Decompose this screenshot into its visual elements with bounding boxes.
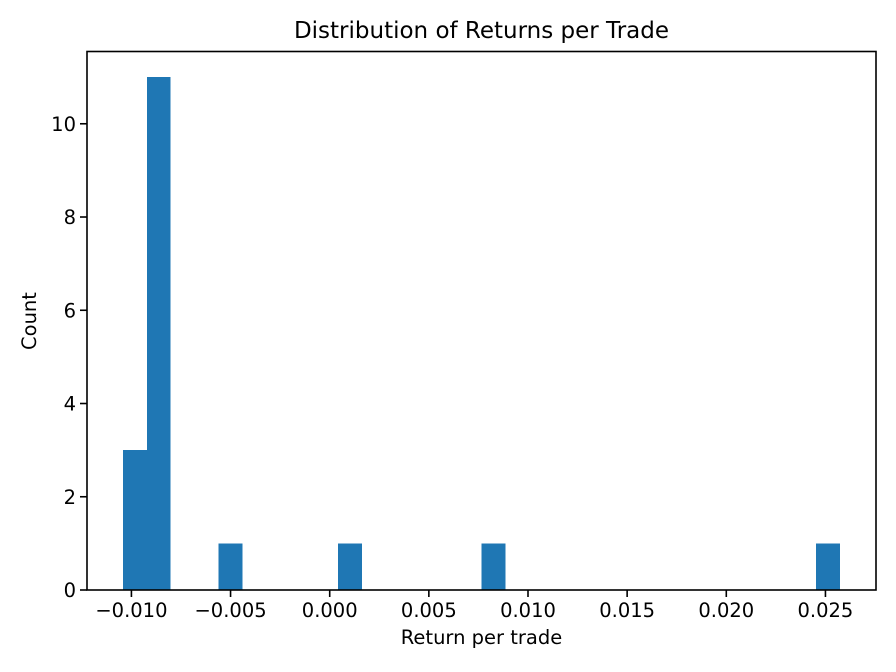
- x-tick-label: −0.010: [95, 599, 167, 622]
- x-tick-label: 0.015: [599, 599, 655, 622]
- axes-frame: [86, 50, 877, 591]
- axes-layer: −0.010 −0.005 0.000 0.005 0.010 0.015 0.020 0.0…: [51, 50, 877, 622]
- y-tick-label: 2: [64, 486, 76, 509]
- histogram-bar: [481, 543, 506, 590]
- y-axis-label: Count: [18, 292, 41, 350]
- histogram-bar: [146, 77, 171, 590]
- x-axis-label: Return per trade: [401, 626, 562, 649]
- x-tick-label: 0.010: [500, 599, 556, 622]
- histogram-bar: [816, 543, 841, 590]
- x-tick-label: 0.000: [302, 599, 358, 622]
- y-tick-label: 10: [51, 113, 76, 136]
- y-tick-label: 8: [64, 206, 76, 229]
- x-tick-label: 0.005: [401, 599, 457, 622]
- x-tick-label: 0.025: [798, 599, 854, 622]
- y-tick-label: 0: [64, 579, 76, 602]
- bars-layer: [122, 77, 841, 590]
- y-tick-label: 4: [64, 393, 76, 416]
- histogram-bar: [218, 543, 243, 590]
- histogram-bar: [338, 543, 362, 590]
- x-tick-label: −0.005: [194, 599, 266, 622]
- histogram-bar: [122, 450, 147, 590]
- chart-title: Distribution of Returns per Trade: [294, 18, 669, 44]
- x-tick-label: 0.020: [698, 599, 754, 622]
- y-tick-label: 6: [64, 299, 76, 322]
